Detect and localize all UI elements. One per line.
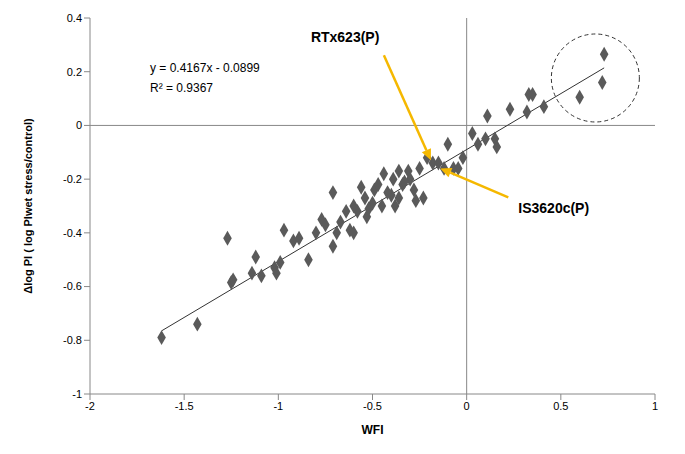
html-text:R² = 0.9367: R² = 0.9367 (150, 81, 213, 95)
svg-text:WFI: WFI (362, 423, 384, 437)
svg-text:RTx623(P): RTx623(P) (311, 29, 379, 45)
svg-text:-0.2: -0.2 (63, 173, 82, 185)
svg-text:0: 0 (464, 400, 470, 412)
svg-text:-1.5: -1.5 (175, 400, 194, 412)
svg-text:0.4: 0.4 (67, 12, 82, 24)
svg-text:-0.8: -0.8 (63, 334, 82, 346)
svg-text:Δlog PI ( log PIwet stress/con: Δlog PI ( log PIwet stress/control) (22, 118, 34, 294)
svg-text:-1: -1 (273, 400, 283, 412)
svg-text:1: 1 (652, 400, 658, 412)
svg-text:0.5: 0.5 (553, 400, 568, 412)
svg-text:-0.4: -0.4 (63, 227, 82, 239)
svg-text:-2: -2 (85, 400, 95, 412)
svg-text:0.2: 0.2 (67, 66, 82, 78)
svg-text:IS3620c(P): IS3620c(P) (518, 200, 589, 216)
svg-text:-0.5: -0.5 (363, 400, 382, 412)
svg-text:-1: -1 (72, 388, 82, 400)
html-text:y = 0.4167x - 0.0899: y = 0.4167x - 0.0899 (150, 61, 260, 75)
svg-text:0: 0 (76, 119, 82, 131)
svg-text:-0.6: -0.6 (63, 280, 82, 292)
